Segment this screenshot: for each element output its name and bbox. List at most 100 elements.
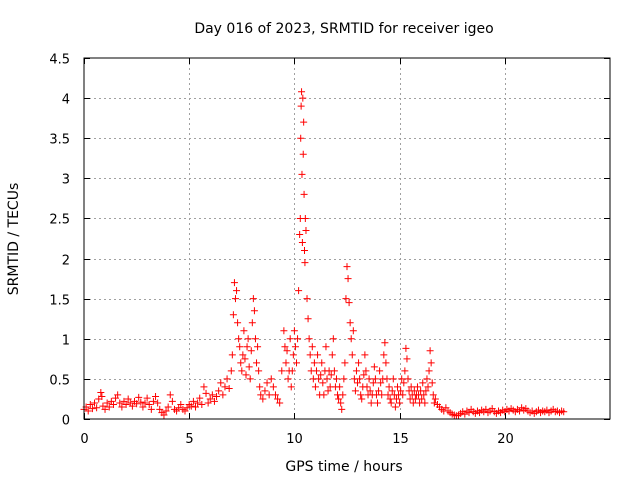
data-point [294, 335, 302, 343]
data-point [301, 214, 309, 222]
data-point [370, 363, 378, 371]
data-point [301, 259, 309, 267]
data-point [263, 379, 271, 387]
data-point [145, 401, 153, 409]
axis-ticks [84, 58, 610, 420]
data-point [265, 391, 273, 399]
data-point [290, 327, 298, 335]
data-point [192, 403, 200, 411]
data-point [398, 375, 406, 383]
data-point [388, 387, 396, 395]
data-point [210, 397, 218, 405]
data-point [139, 403, 147, 411]
x-tick-label: 5 [185, 432, 193, 447]
data-point [330, 367, 338, 375]
data-point [223, 375, 231, 383]
data-point [410, 387, 418, 395]
data-point [177, 401, 185, 409]
data-point [299, 150, 307, 158]
data-point [105, 403, 113, 411]
data-point [248, 319, 256, 327]
data-point [241, 355, 249, 363]
data-point [189, 397, 197, 405]
y-tick-label: 0 [62, 414, 70, 429]
data-point [97, 389, 105, 397]
data-point [208, 391, 216, 399]
data-point [357, 391, 365, 399]
data-point [300, 118, 308, 126]
data-point [431, 395, 439, 403]
data-point [371, 375, 379, 383]
data-point [356, 375, 364, 383]
data-point [187, 402, 195, 410]
axis-tick-labels: 0 0.5 1 1.5 2 2.5 3 3.5 4 4.5 0 5 10 15 20 [49, 53, 513, 448]
data-point [310, 359, 318, 367]
data-point [228, 351, 236, 359]
data-point [103, 399, 111, 407]
data-point [413, 383, 421, 391]
data-point [254, 343, 262, 351]
data-point [424, 383, 432, 391]
data-point [245, 363, 253, 371]
data-point [400, 379, 408, 387]
data-point [259, 395, 267, 403]
data-point [98, 393, 106, 401]
data-point [202, 389, 210, 397]
data-point [392, 395, 400, 403]
data-point [420, 391, 428, 399]
data-point [337, 399, 345, 407]
data-point [257, 391, 265, 399]
grid-lines [84, 58, 610, 419]
data-point [233, 287, 241, 295]
data-point [280, 327, 288, 335]
y-tick-label: 2 [62, 254, 70, 269]
data-point [242, 371, 250, 379]
data-point [168, 397, 176, 405]
data-point [116, 399, 124, 407]
data-point [343, 263, 351, 271]
data-point [327, 371, 335, 379]
data-point [300, 247, 308, 255]
data-point [385, 383, 393, 391]
data-point [215, 387, 223, 395]
data-point [403, 355, 411, 363]
data-point [253, 359, 261, 367]
data-point [236, 343, 244, 351]
data-point [365, 375, 373, 383]
data-point [383, 375, 391, 383]
data-point [375, 387, 383, 395]
data-point [560, 408, 568, 416]
data-point [324, 387, 332, 395]
data-point [312, 367, 320, 375]
data-point [411, 395, 419, 403]
data-point [317, 371, 325, 379]
data-point [404, 375, 412, 383]
data-point [93, 404, 101, 412]
data-point [204, 399, 212, 407]
data-point [360, 371, 368, 379]
data-point [217, 379, 225, 387]
data-point [329, 335, 337, 343]
data-point [239, 351, 247, 359]
data-point [393, 383, 401, 391]
data-point [135, 393, 143, 401]
data-point [281, 343, 289, 351]
data-point [225, 385, 233, 393]
data-point [247, 347, 255, 355]
data-point [196, 394, 204, 402]
data-point [297, 134, 305, 142]
data-point [338, 405, 346, 413]
data-point [164, 403, 172, 411]
data-point [284, 375, 292, 383]
y-tick-label: 3 [62, 173, 70, 188]
data-point [152, 393, 160, 401]
data-point [346, 319, 354, 327]
data-point [240, 327, 248, 335]
data-point [363, 383, 371, 391]
data-point [101, 405, 109, 413]
data-point [336, 383, 344, 391]
data-point [425, 367, 433, 375]
chart-title: Day 016 of 2023, SRMTID for receiver ige… [194, 21, 493, 37]
data-point [358, 395, 366, 403]
data-point [286, 335, 294, 343]
